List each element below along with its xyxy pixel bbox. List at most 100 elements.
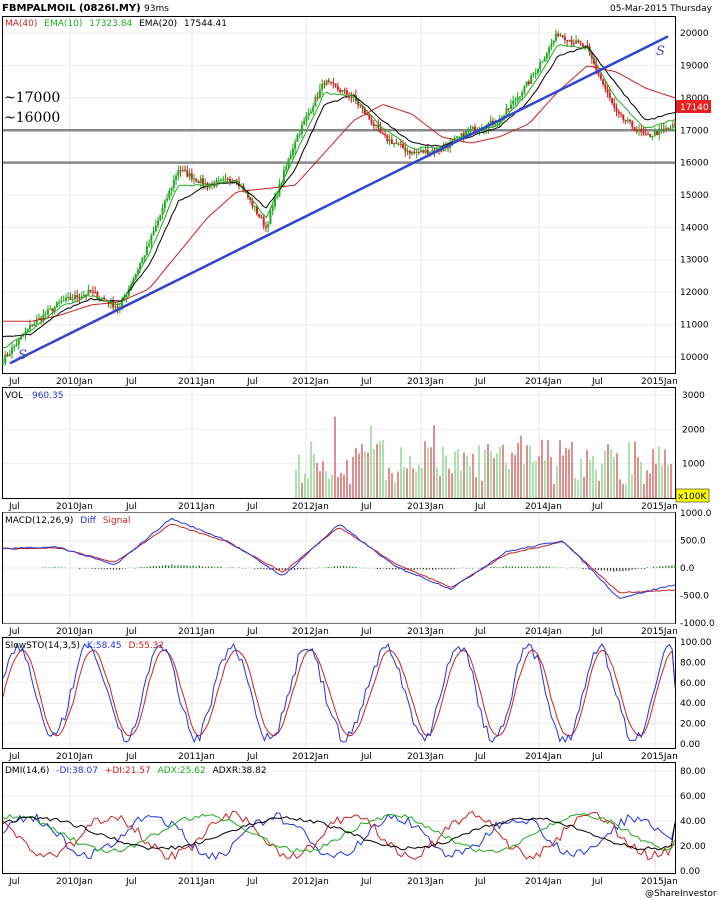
candle-body [413, 151, 416, 153]
candle-body [665, 127, 668, 130]
x-tick-label: 2011Jan [178, 752, 215, 762]
x-tick-label: 2015Jan [641, 627, 678, 637]
candle-body [100, 297, 103, 299]
sto-k-label: K:58.45 [87, 641, 122, 651]
legend-ema10: EMA(10) [44, 19, 82, 29]
candle-body [148, 243, 151, 246]
candle-body [674, 124, 676, 126]
x-tick-label: Jul [125, 752, 137, 762]
x-tick-label: Jul [591, 877, 603, 887]
candle-body [372, 123, 375, 127]
x-tick-label: Jul [246, 502, 258, 512]
candle-body [325, 80, 328, 85]
candle-body [163, 200, 166, 208]
candle-body [289, 154, 292, 159]
candle-body [536, 68, 539, 73]
candle-body [658, 128, 661, 136]
candle-body [125, 295, 128, 299]
volume-unit: x100K [678, 492, 708, 502]
candle-body [359, 104, 362, 107]
macd-layer [2, 517, 676, 599]
x-tick-label: 2015Jan [641, 502, 678, 512]
candle-body [184, 169, 187, 171]
x-tick-label: Jul [591, 752, 603, 762]
price-tick-label: 16000 [680, 159, 709, 169]
x-tick-label: Jul [246, 377, 258, 387]
price-tick-label: 11000 [680, 320, 709, 330]
candle-body [541, 61, 544, 63]
price-tick-label: 13000 [680, 256, 709, 266]
candle-body [287, 158, 290, 167]
candle-body [28, 325, 31, 330]
candle-body [51, 308, 54, 312]
candle-body [300, 124, 303, 134]
dmi-layer [2, 810, 676, 861]
sto-k-line [2, 642, 676, 744]
x-tick-label: Jul [591, 377, 603, 387]
candle-body [17, 339, 20, 345]
x-tick-label: 2014Jan [525, 752, 562, 762]
candle-body [10, 347, 13, 354]
candle-body [262, 217, 265, 227]
candle-body [318, 89, 321, 98]
candle-body [489, 120, 492, 124]
legend-ema20: EMA(20) [139, 19, 177, 29]
price-tick-label: 18000 [680, 94, 709, 104]
candle-body [339, 89, 342, 93]
last-price-value: 17140 [680, 103, 709, 113]
candle-body [73, 295, 76, 300]
candle-body [260, 216, 263, 218]
candle-body [507, 108, 510, 110]
dmi-tick-label: 0.00 [680, 867, 700, 877]
candle-body [447, 147, 450, 149]
candle-body [570, 39, 573, 44]
candle-body [397, 143, 400, 145]
grid-layer [3, 17, 675, 873]
candle-body [525, 81, 528, 86]
candle-body [193, 178, 196, 180]
candle-body [611, 98, 614, 104]
candle-body [422, 150, 425, 153]
dmi-legend: DMI(14,6) -DI:38.07 +DI:21.57 ADX:25.62 … [5, 766, 267, 776]
render-time: 93ms [144, 4, 169, 14]
candle-body [82, 294, 85, 297]
candle-body [626, 119, 629, 122]
price-tick-label: 10000 [680, 353, 709, 363]
candle-body [467, 131, 470, 133]
footer-credit: @ShareInvestor [645, 889, 717, 899]
candle-body [620, 113, 623, 115]
candle-body [604, 84, 607, 89]
volume-tick-label: 2000 [682, 425, 705, 435]
candle-body [233, 180, 236, 183]
candle-body [269, 211, 272, 224]
panel-frames [2, 16, 676, 874]
candle-body [624, 119, 627, 122]
sto-tick-label: 0.00 [680, 740, 700, 750]
candle-body [377, 124, 380, 128]
candle-body [89, 290, 92, 292]
x-tick-label: Jul [591, 502, 603, 512]
price-tick-label: 19000 [680, 62, 709, 72]
price-layer [2, 29, 676, 366]
macd-tick-label: -500.0 [680, 592, 709, 602]
candle-body [527, 81, 530, 84]
candle-body [575, 40, 578, 44]
candle-body [71, 299, 74, 301]
candle-body [121, 300, 124, 308]
macd-diff-line [2, 517, 676, 599]
x-tick-label: 2012Jan [292, 502, 329, 512]
x-tick-label: 2010Jan [56, 377, 93, 387]
candle-body [426, 149, 429, 155]
price-tick-label: 15000 [680, 191, 709, 201]
macd-tick-label: 1000.0 [680, 509, 712, 519]
candle-body [49, 308, 52, 310]
candle-body [145, 245, 148, 256]
candle-body [116, 306, 119, 309]
dmi-minus-di: -DI:38.07 [56, 766, 98, 776]
candle-body [2, 363, 4, 365]
macd-tick-label: 500.0 [680, 537, 706, 547]
candle-body [298, 133, 301, 136]
candle-body [8, 353, 11, 356]
candle-body [485, 128, 488, 130]
macd-label: MACD(12,26,9) [5, 516, 73, 526]
